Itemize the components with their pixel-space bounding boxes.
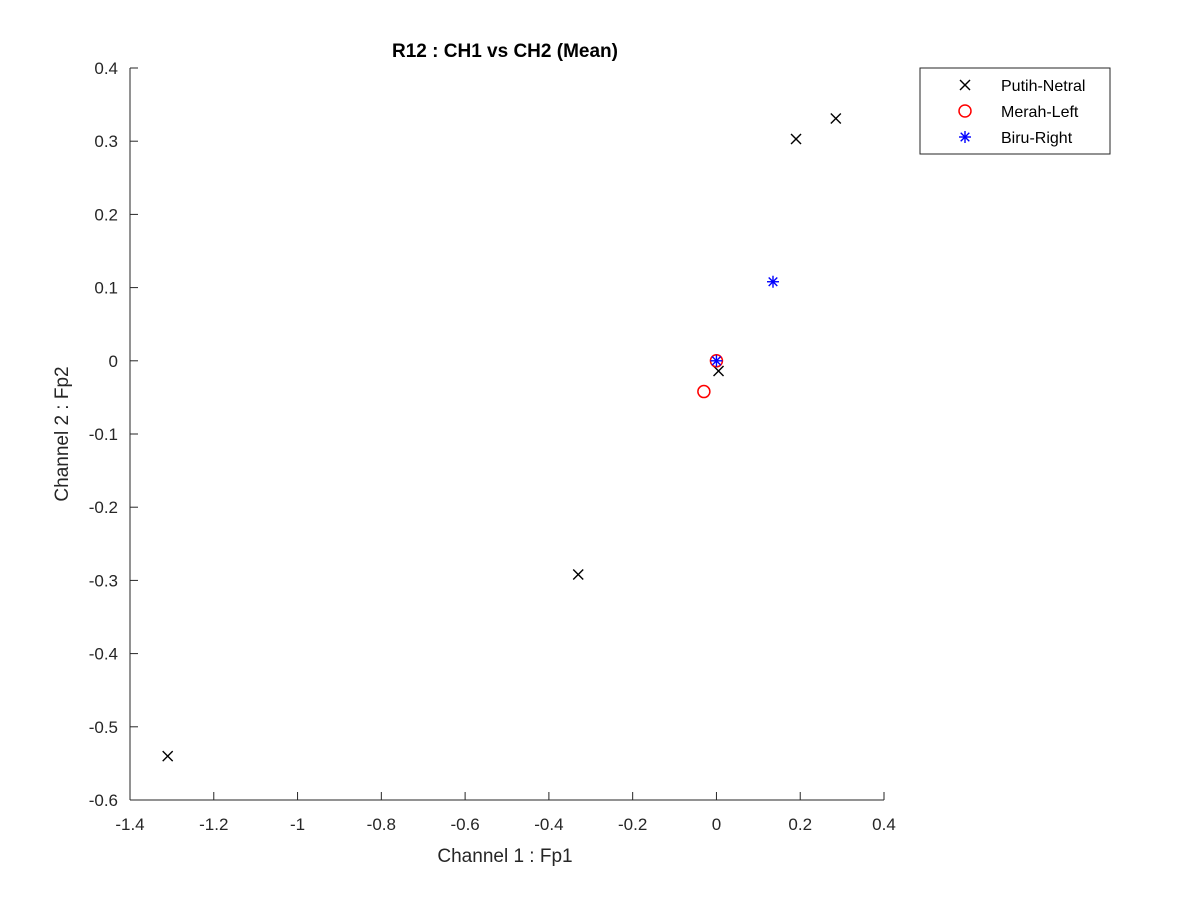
series-biru-right [710, 275, 779, 367]
legend-label: Merah-Left [1001, 104, 1079, 121]
y-tick-label: 0 [109, 352, 118, 371]
y-axis-ticks: -0.6 -0.5 -0.4 -0.3 -0.2 -0.1 0 0.1 0.2 0.3 0.4 [89, 59, 138, 810]
legend-entry: Putih-Netral [959, 78, 1085, 95]
y-tick-label: -0.4 [89, 645, 118, 664]
y-axis-label: Channel 2 : Fp2 [52, 366, 73, 501]
data-point [572, 569, 584, 581]
y-tick-label: -0.5 [89, 718, 118, 737]
data-point [790, 133, 802, 145]
legend-entry: Biru-Right [959, 130, 1073, 147]
x-axis-label: Channel 1 : Fp1 [437, 846, 572, 867]
legend-entry: Merah-Left [958, 104, 1079, 121]
data-point [162, 750, 174, 762]
x-tick-label: -1.2 [199, 815, 228, 834]
legend-marker [959, 79, 971, 91]
y-tick-label: 0.2 [94, 205, 118, 224]
data-point [697, 384, 711, 399]
y-tick-label: -0.6 [89, 791, 118, 810]
series-putih-netral [162, 113, 842, 762]
x-tick-label: -1 [290, 815, 305, 834]
x-tick-label: 0 [712, 815, 721, 834]
legend-marker [958, 104, 972, 118]
legend-label: Putih-Netral [1001, 78, 1085, 95]
x-tick-label: 0.4 [872, 815, 896, 834]
y-tick-label: -0.3 [89, 571, 118, 590]
legend: Putih-Netral Merah-Left Biru-Right [919, 67, 1111, 155]
plot-area [130, 68, 884, 800]
legend-box [919, 67, 1111, 155]
data-point [710, 354, 723, 367]
x-tick-label: -1.4 [115, 815, 144, 834]
data-points [162, 113, 842, 762]
x-tick-label: -0.6 [450, 815, 479, 834]
legend-label: Biru-Right [1001, 130, 1073, 147]
x-tick-label: -0.2 [618, 815, 647, 834]
chart-title: R12 : CH1 vs CH2 (Mean) [392, 41, 618, 62]
y-tick-label: 0.3 [94, 132, 118, 151]
y-tick-label: 0.4 [94, 59, 118, 78]
x-tick-label: 0.2 [788, 815, 812, 834]
y-tick-label: 0.1 [94, 279, 118, 298]
y-tick-label: -0.1 [89, 425, 118, 444]
x-tick-label: -0.4 [534, 815, 563, 834]
data-point [766, 275, 779, 288]
x-axis-ticks: -1.4 -1.2 -1 -0.8 -0.6 -0.4 -0.2 0 0.2 0.4 [115, 792, 896, 834]
x-tick-label: -0.8 [367, 815, 396, 834]
y-tick-label: -0.2 [89, 498, 118, 517]
data-point [713, 365, 725, 377]
legend-marker [959, 131, 971, 143]
data-point [830, 113, 842, 125]
